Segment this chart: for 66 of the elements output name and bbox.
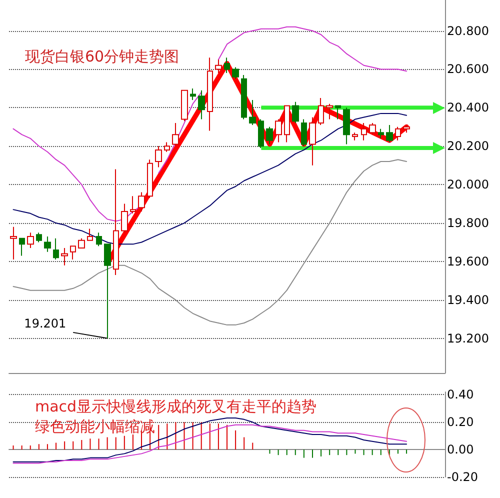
- y-tick-label: 0.00: [447, 442, 474, 457]
- candlestick: [61, 248, 68, 266]
- candlestick: [241, 74, 247, 120]
- candlestick: [113, 168, 119, 276]
- y-tick-label: -0.20: [447, 470, 478, 484]
- candlestick: [121, 203, 128, 234]
- candlestick: [343, 107, 350, 145]
- candlestick: [335, 105, 341, 120]
- y-tick-label: 20.800: [447, 24, 489, 38]
- text: 现货白银60分钟走势图: [25, 48, 180, 66]
- candlestick: [10, 226, 17, 260]
- candlestick: [275, 118, 282, 143]
- candlestick: [352, 132, 358, 141]
- candlestick: [155, 146, 162, 168]
- candlestick: [386, 124, 393, 143]
- line-series: [12, 112, 408, 245]
- y-tick-label: 19.400: [447, 292, 489, 307]
- candlestick: [403, 124, 410, 134]
- candlestick: [395, 126, 401, 141]
- candlestick: [301, 118, 307, 147]
- candlestick: [361, 122, 367, 141]
- line-series: [12, 418, 408, 462]
- candlestick: [181, 90, 188, 122]
- candlestick: [232, 66, 239, 80]
- annotation: 绿色动能小幅缩减: [35, 418, 155, 436]
- y-tick-label: 19.200: [447, 331, 489, 346]
- y-tick-label: 0.20: [447, 415, 474, 430]
- candlestick: [284, 105, 290, 143]
- candlestick: [292, 101, 299, 124]
- candlestick: [266, 126, 273, 145]
- candlestick: [36, 232, 42, 243]
- candlestick: [190, 88, 196, 100]
- annotation: macd显示快慢线形成的死叉有走平的趋势: [35, 398, 317, 416]
- candlestick: [164, 142, 170, 152]
- y-tick-label: 19.600: [447, 254, 489, 268]
- candlestick: [224, 57, 230, 74]
- candlestick: [147, 159, 153, 199]
- candlestick: [27, 232, 34, 249]
- candlestick: [258, 118, 264, 149]
- y-tick-label: 19.800: [447, 216, 489, 230]
- candlestick: [172, 122, 179, 147]
- candlestick: [19, 238, 25, 256]
- candlestick: [104, 244, 111, 339]
- candlestick: [369, 122, 376, 136]
- candlestick: [215, 59, 222, 74]
- y-tick-label: 20.600: [447, 62, 489, 76]
- candlestick: [318, 98, 324, 126]
- candlestick: [207, 57, 213, 132]
- candlestick: [326, 103, 333, 120]
- candlestick: [378, 128, 384, 139]
- candlestick: [53, 238, 59, 260]
- candlestick: [70, 246, 76, 260]
- candlestick: [130, 196, 136, 214]
- candlestick: [138, 192, 145, 212]
- candlestick: [78, 238, 85, 249]
- candlestick: [87, 228, 93, 241]
- candlestick: [249, 99, 256, 126]
- y-tick-label: 20.000: [447, 178, 489, 192]
- y-tick-label: 0.40: [447, 388, 474, 402]
- annotation: 19.201: [24, 316, 66, 331]
- candlestick: [198, 90, 205, 120]
- candlestick: [96, 232, 102, 247]
- candlestick: [44, 236, 51, 252]
- candlestick: [309, 116, 316, 166]
- y-tick-label: 20.400: [447, 100, 489, 115]
- y-tick-label: 20.200: [447, 139, 489, 154]
